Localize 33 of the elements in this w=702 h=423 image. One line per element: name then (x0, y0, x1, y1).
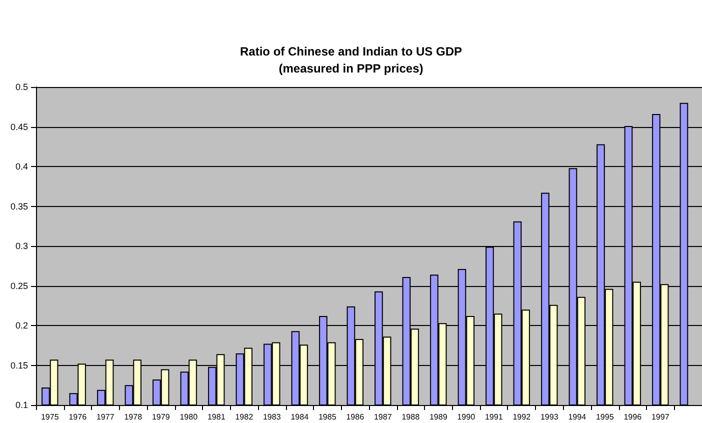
y-tick-label: 0.5 (15, 82, 28, 92)
x-tick-label: 1988 (402, 412, 420, 422)
y-tick-label: 0.25 (10, 280, 28, 291)
x-tick-label: 1985 (318, 412, 337, 422)
x-tick-label: 1990 (457, 412, 476, 422)
x-tick-label: 1989 (429, 412, 448, 422)
y-tick-label: 0.1 (15, 400, 28, 410)
x-tick-label: 1980 (180, 412, 198, 422)
y-tick-label: 0.4 (15, 162, 28, 172)
x-tick-label: 1982 (235, 412, 254, 422)
y-tick-label: 0.3 (15, 241, 28, 251)
x-tick-label: 1995 (596, 412, 614, 422)
y-tick-label: 0.15 (10, 360, 28, 370)
x-tick-label: 1975 (40, 412, 60, 422)
x-tick-label: 1984 (290, 412, 310, 422)
y-tick-label: 0.2 (15, 320, 28, 330)
x-tick-label: 1978 (124, 412, 143, 422)
x-tick-label: 1977 (96, 412, 115, 422)
x-tick-label: 1993 (540, 412, 559, 422)
x-tick-label: 1976 (68, 412, 88, 422)
x-tick-label: 1987 (374, 412, 392, 422)
x-tick-label: 1996 (624, 412, 642, 422)
y-tick-label: 0.45 (10, 122, 28, 132)
x-tick-label: 1986 (346, 412, 365, 422)
x-tick-label: 1991 (484, 412, 504, 422)
x-tick-label: 1979 (152, 412, 170, 422)
y-tick-label: 0.35 (10, 201, 28, 212)
x-tick-label: 1992 (512, 412, 532, 422)
chart-title: Ratio of Chinese and Indian to US GDP (measured in PPP prices) (240, 44, 462, 76)
x-tick-label: 1981 (207, 412, 226, 422)
x-tick-label: 1994 (568, 412, 587, 422)
x-tick-label: 1983 (262, 412, 282, 422)
x-tick-label: 1997 (651, 412, 670, 422)
